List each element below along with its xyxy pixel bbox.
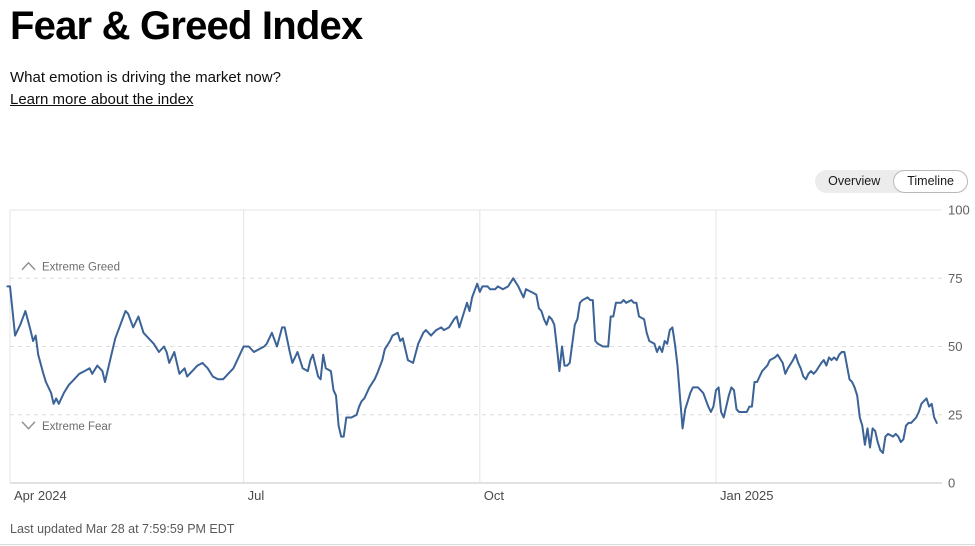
y-tick-label: 0 [948,476,955,491]
index-line-path [6,277,938,454]
page-subtitle: What emotion is driving the market now? [10,69,281,86]
last-updated-text: Last updated Mar 28 at 7:59:59 PM EDT [10,522,235,536]
timeline-chart-svg[interactable]: 0 25 50 75 100 Apr 2024 Jul Oct Jan 2025 Extreme … [0,200,975,510]
page-title: Fear & Greed Index [10,4,363,48]
y-tick-label: 100 [948,203,970,218]
chevron-up-icon [21,261,36,271]
x-tick-label: Jan 2025 [720,488,774,503]
y-tick-label: 50 [948,339,962,354]
x-tick-label: Jul [248,488,265,503]
bottom-divider [0,544,975,545]
toggle-option-overview[interactable]: Overview [828,174,881,188]
view-toggle: Overview Timeline [815,170,968,193]
y-tick-label: 75 [948,271,962,286]
toggle-option-timeline[interactable]: Timeline [893,170,968,193]
learn-more-link[interactable]: Learn more about the index [10,91,194,108]
chevron-down-icon [21,421,36,430]
extreme-greed-label: Extreme Greed [42,261,120,273]
x-tick-label: Apr 2024 [14,488,67,503]
extreme-fear-label: Extreme Fear [42,421,112,433]
x-tick-label: Oct [484,488,505,503]
timeline-chart: 0 25 50 75 100 Apr 2024 Jul Oct Jan 2025 Extreme … [0,200,975,510]
y-tick-label: 25 [948,407,962,422]
